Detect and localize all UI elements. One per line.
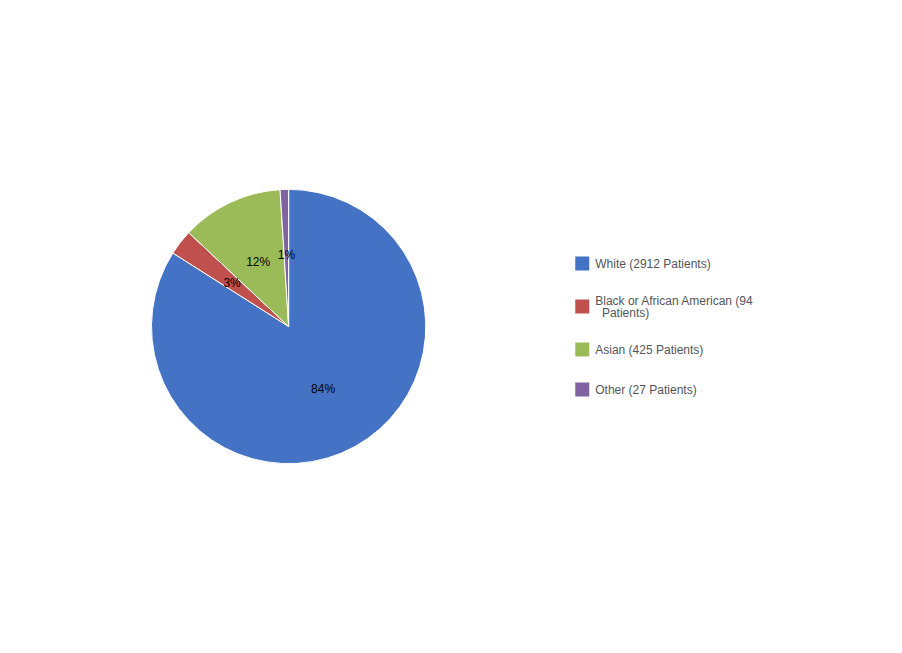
svg-text:Patients): Patients)	[595, 306, 649, 320]
svg-text:1%: 1%	[278, 248, 296, 262]
svg-text:Black or African American (94: Black or African American (94	[595, 293, 753, 308]
svg-text:Other (27 Patients): Other (27 Patients)	[595, 383, 696, 397]
svg-text:White (2912 Patients): White (2912 Patients)	[595, 257, 710, 271]
svg-text:Asian (425 Patients): Asian (425 Patients)	[595, 343, 703, 357]
svg-text:12%: 12%	[246, 255, 270, 269]
svg-text:84%: 84%	[311, 382, 335, 396]
svg-text:3%: 3%	[223, 276, 241, 290]
